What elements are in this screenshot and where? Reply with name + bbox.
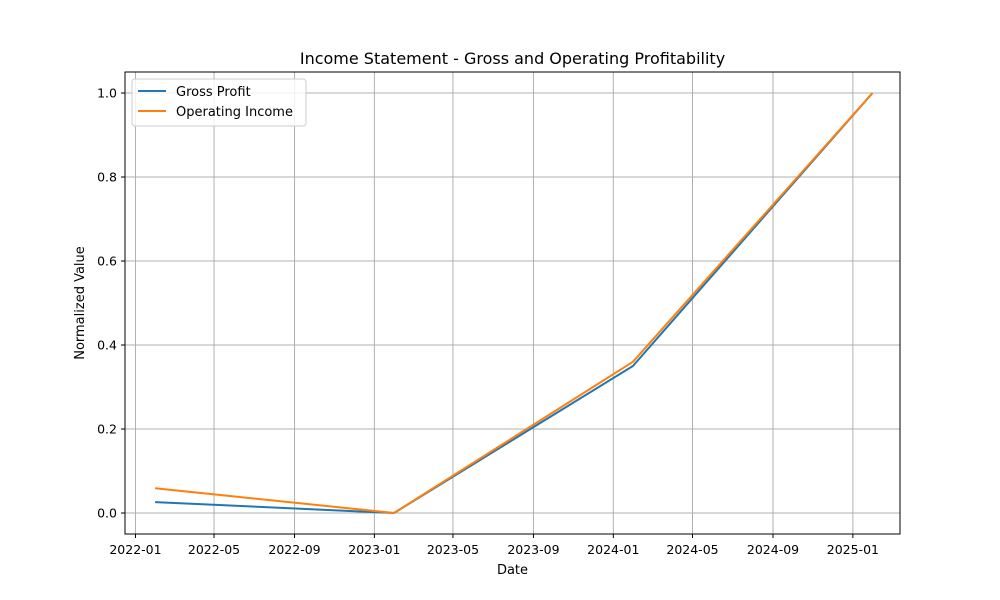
ticks: 2022-01 2022-05 2022-09 2023-01 2023-05 2023-… [97,86,879,558]
legend: Gross Profit Operating Income [131,78,307,127]
x-tick-label: 2025-01 [827,542,879,557]
x-tick-label: 2024-09 [747,542,799,557]
series-layer [154,92,874,514]
x-tick-label: 2022-09 [268,542,320,557]
series-line-gross-profit [155,92,874,514]
x-axis-label: Date [497,563,528,578]
legend-label-operating-income: Operating Income [176,105,293,120]
y-tick-label: 0.8 [97,170,117,185]
y-tick-label: 0.2 [97,422,117,437]
chart-title: Income Statement - Gross and Operating P… [300,49,725,68]
y-tick-label: 1.0 [97,86,117,101]
y-tick-label: 0.0 [97,506,117,521]
x-tick-label: 2023-01 [348,542,400,557]
legend-label-gross-profit: Gross Profit [176,85,251,100]
x-tick-label: 2024-01 [587,542,639,557]
x-tick-label: 2023-05 [427,542,479,557]
legend-box [131,78,307,127]
x-tick-label: 2024-05 [666,542,718,557]
plot-area [124,71,901,535]
y-tick-label: 0.4 [97,338,117,353]
y-tick-label: 0.6 [97,254,117,269]
x-tick-label: 2022-01 [109,542,161,557]
x-tick-label: 2023-09 [507,542,559,557]
y-axis-label: Normalized Value [73,246,88,360]
x-tick-label: 2022-05 [188,542,240,557]
series-line-operating-income [154,92,874,514]
